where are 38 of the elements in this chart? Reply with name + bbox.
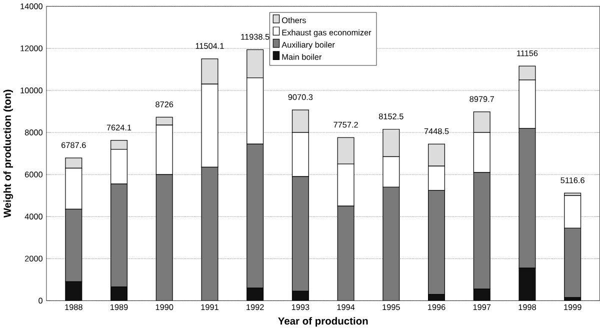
x-tick-label: 1989 [110, 304, 128, 310]
total-label: 7624.1 [106, 124, 132, 130]
total-label: 11504.1 [196, 43, 224, 49]
y-tick-label: 4000 [24, 214, 42, 220]
x-tick-label: 1990 [156, 304, 174, 310]
x-tick-label: 1993 [292, 304, 310, 310]
y-tick-label: 10000 [20, 87, 42, 94]
y-tick-label: 12000 [20, 45, 42, 52]
total-label: 7448.5 [424, 128, 449, 134]
x-tick-label: 1998 [518, 304, 536, 310]
x-tick-label: 1991 [201, 304, 218, 310]
total-label: 9070.3 [288, 94, 313, 100]
total-label: 11938.5 [241, 34, 270, 40]
total-label: 8152.5 [378, 114, 404, 120]
legend-label: Others [282, 17, 306, 24]
x-tick-label: 1996 [428, 304, 446, 310]
total-label: 8979.7 [470, 96, 494, 102]
y-tick-label: 6000 [25, 172, 42, 178]
total-label: 8726 [156, 101, 174, 108]
total-label: 5116.6 [560, 177, 584, 184]
y-tick-label: 0 [38, 298, 42, 304]
x-tick-label: 1994 [337, 304, 355, 310]
x-tick-label: 1999 [564, 304, 582, 310]
total-label: 6787.6 [62, 142, 86, 148]
x-tick-label: 1997 [473, 304, 491, 310]
x-axis-title: Year of production [278, 317, 368, 327]
x-tick-label: 1995 [382, 304, 400, 310]
legend-label: Exhaust gas economizer [282, 29, 372, 38]
x-tick-label: 1992 [246, 304, 264, 310]
y-axis-title: Weight of production (ton) [3, 90, 14, 218]
legend-label: Main boiler [282, 54, 322, 60]
x-tick-label: 1988 [65, 304, 82, 310]
y-tick-label: 14000 [20, 3, 42, 10]
y-tick-label: 2000 [25, 256, 42, 262]
y-tick-label: 8000 [24, 130, 42, 136]
total-label: 7757.2 [334, 122, 358, 128]
legend-label: Auxiliary boiler [282, 42, 335, 50]
total-label: 11156 [517, 50, 538, 56]
